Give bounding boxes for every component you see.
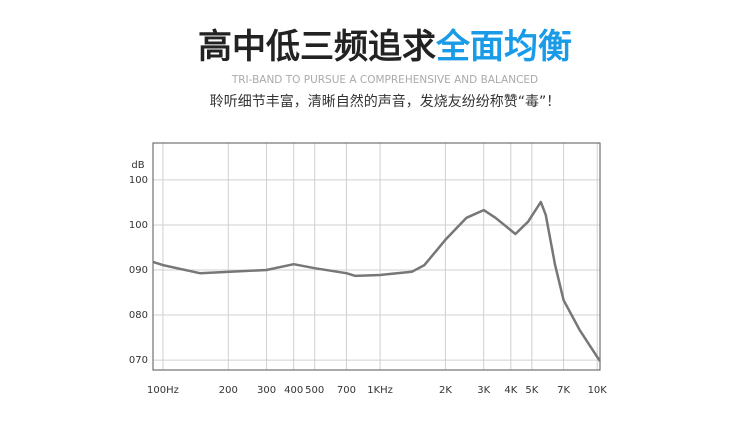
subtitle: TRI-BAND TO PURSUE A COMPREHENSIVE AND B… [231, 74, 538, 86]
x-tick-label: 700 [337, 385, 356, 396]
y-tick-label: 090 [129, 265, 148, 276]
x-tick-label: 5K [525, 385, 538, 396]
x-tick-label: 1KHz [367, 385, 393, 396]
x-tick-label: 300 [257, 385, 276, 396]
x-tick-label: 200 [219, 385, 238, 396]
x-tick-label: 500 [305, 385, 324, 396]
x-tick-label: 4K [504, 385, 517, 396]
x-tick-label: 3K [477, 385, 490, 396]
y-tick-label: 080 [129, 310, 148, 321]
x-tick-label: 2K [439, 385, 452, 396]
x-tick-label: 10K [588, 385, 608, 396]
y-tick-label: 100 [129, 175, 148, 186]
x-tick-label: 100Hz [147, 385, 179, 396]
plot-frame [152, 142, 601, 371]
title-main: 高中低三频追求 [198, 27, 436, 67]
response-curve [152, 200, 602, 362]
x-tick-label: 7K [557, 385, 570, 396]
y-axis-label: dB [131, 160, 144, 171]
y-tick-label: 070 [129, 355, 148, 366]
x-tick-label: 400 [284, 385, 303, 396]
y-tick-label: 100 [129, 220, 148, 231]
title-highlight: 全面均衡 [435, 27, 572, 67]
chart-title: 高中低三频追求全面均衡 [198, 27, 572, 67]
description: 聆听细节丰富，清晰自然的声音，发烧友纷纷称赞“毒”！ [210, 93, 561, 110]
